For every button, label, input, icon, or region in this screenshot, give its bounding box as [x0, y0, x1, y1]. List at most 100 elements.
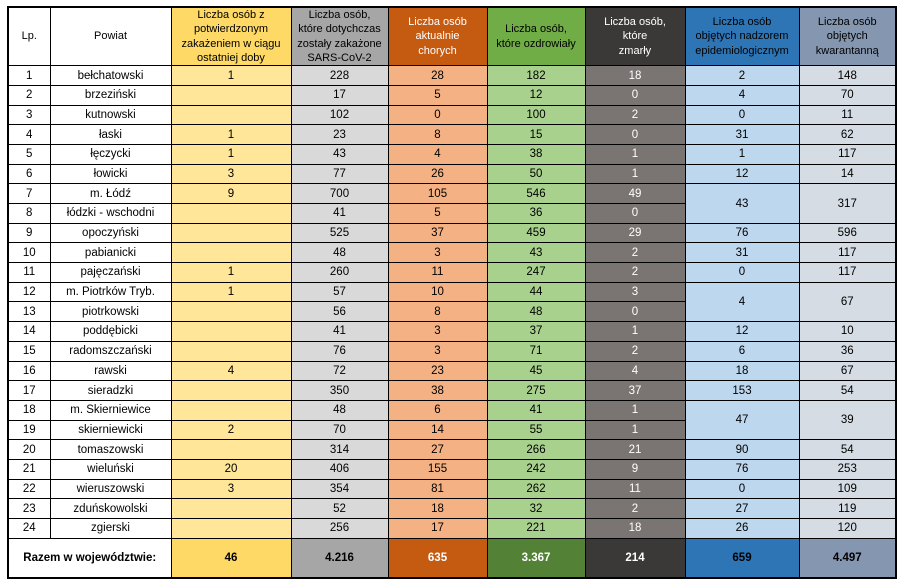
cell-new-cases [170, 518, 292, 539]
cell-quarantine: 14 [798, 163, 897, 185]
cell-total-infected: 406 [290, 458, 389, 480]
cell-new-cases [170, 380, 292, 401]
table-row: 23 zduńskowolski 52 18 32 2 27 119 [7, 498, 897, 519]
cell-quarantine: 148 [798, 65, 897, 86]
table-row: 6 łowicki 3 77 26 50 1 12 14 [7, 163, 897, 185]
cell-lp: 13 [7, 301, 51, 323]
cell-total-infected: 76 [290, 340, 389, 362]
cell-active: 18 [387, 498, 488, 519]
cell-active: 3 [387, 340, 488, 362]
cell-new-cases: 1 [170, 143, 292, 165]
footer-new-cases: 46 [170, 537, 292, 579]
cell-lp: 20 [7, 439, 51, 460]
cell-deaths: 18 [584, 65, 686, 86]
cell-total-infected: 70 [290, 419, 389, 441]
cell-new-cases: 2 [170, 419, 292, 441]
cell-recovered: 48 [486, 301, 586, 323]
cell-deaths: 0 [584, 301, 686, 323]
cell-active: 8 [387, 124, 488, 145]
cell-new-cases: 1 [170, 65, 292, 86]
cell-active: 6 [387, 399, 488, 421]
cell-quarantine: 117 [798, 143, 897, 165]
cell-surveillance: 12 [684, 163, 800, 185]
cell-deaths: 18 [584, 518, 686, 539]
cell-surveillance: 31 [684, 242, 800, 264]
cell-powiat: skierniewicki [49, 419, 172, 441]
footer-label: Razem w województwie: [7, 537, 172, 579]
table-row: 17 sieradzki 350 38 275 37 153 54 [7, 380, 897, 401]
cell-quarantine: 54 [798, 380, 897, 401]
cell-total-infected: 23 [290, 124, 389, 145]
table-row: 13 piotrkowski 56 8 48 0 [7, 301, 896, 323]
cell-active: 3 [387, 321, 488, 342]
cell-new-cases [170, 399, 292, 421]
col-header-total-infected: Liczba osób, które dotychczas zostały za… [290, 6, 389, 67]
cell-surveillance: 76 [684, 458, 800, 480]
cell-new-cases [170, 222, 292, 244]
cell-total-infected: 57 [290, 281, 389, 303]
cell-powiat: łęczycki [49, 143, 172, 165]
cell-lp: 12 [7, 281, 51, 303]
cell-powiat: m. Łódź [49, 183, 172, 204]
cell-powiat: rawski [49, 360, 172, 382]
cell-deaths: 9 [584, 458, 686, 480]
cell-new-cases [170, 84, 292, 106]
cell-lp: 2 [7, 84, 51, 106]
cell-new-cases: 3 [170, 163, 292, 185]
col-header-active: Liczba osób aktualnie chorych [387, 6, 488, 67]
cell-total-infected: 700 [290, 183, 389, 204]
cell-lp: 8 [7, 203, 51, 224]
header-row: Lp. Powiat Liczba osób z potwierdzonym z… [7, 6, 897, 67]
cell-deaths: 3 [584, 281, 686, 303]
table-row: 15 radomszczański 76 3 71 2 6 36 [7, 340, 897, 362]
cell-total-infected: 72 [290, 360, 389, 382]
cell-quarantine: 67 [798, 360, 897, 382]
cell-deaths: 1 [584, 163, 686, 185]
cell-recovered: 44 [486, 281, 586, 303]
cell-new-cases [170, 242, 292, 264]
cell-surveillance: 31 [684, 124, 800, 145]
cell-quarantine: 253 [798, 458, 897, 480]
cell-new-cases [170, 301, 292, 323]
cell-surveillance: 27 [684, 498, 800, 519]
cell-lp: 23 [7, 498, 51, 519]
cell-total-infected: 41 [290, 203, 389, 224]
cell-total-infected: 102 [290, 104, 389, 126]
cell-surveillance: 90 [684, 439, 800, 460]
col-header-deaths: Liczba osób, które zmarły [584, 6, 686, 67]
footer-surveillance: 659 [684, 537, 800, 579]
cell-deaths: 2 [584, 262, 686, 283]
cell-total-infected: 41 [290, 321, 389, 342]
table-row: 18 m. Skierniewice 48 6 41 1 47 39 [7, 399, 897, 441]
cell-lp: 24 [7, 518, 51, 539]
cell-active: 17 [387, 518, 488, 539]
cell-quarantine: 117 [798, 242, 897, 264]
cell-active: 38 [387, 380, 488, 401]
table-row: 16 rawski 4 72 23 45 4 18 67 [7, 360, 897, 382]
cell-powiat: sieradzki [49, 380, 172, 401]
cell-new-cases [170, 203, 292, 224]
cell-total-infected: 52 [290, 498, 389, 519]
cell-lp: 4 [7, 124, 51, 145]
cell-active: 28 [387, 65, 488, 86]
cell-total-infected: 43 [290, 143, 389, 165]
cell-surveillance: 0 [684, 262, 800, 283]
col-header-lp: Lp. [7, 6, 51, 67]
footer-total-infected: 4.216 [290, 537, 389, 579]
cell-recovered: 275 [486, 380, 586, 401]
cell-new-cases [170, 498, 292, 519]
cell-surveillance: 6 [684, 340, 800, 362]
cell-deaths: 21 [584, 439, 686, 460]
cell-quarantine: 317 [798, 183, 897, 224]
cell-recovered: 41 [486, 399, 586, 421]
table-row: 5 łęczycki 1 43 4 38 1 1 117 [7, 143, 897, 165]
cell-powiat: radomszczański [49, 340, 172, 362]
cell-lp: 9 [7, 222, 51, 244]
cell-surveillance: 4 [684, 84, 800, 106]
cell-quarantine: 11 [798, 104, 897, 126]
footer-quarantine: 4.497 [798, 537, 897, 579]
cell-quarantine: 67 [798, 281, 897, 323]
cell-recovered: 36 [486, 203, 586, 224]
cell-active: 4 [387, 143, 488, 165]
